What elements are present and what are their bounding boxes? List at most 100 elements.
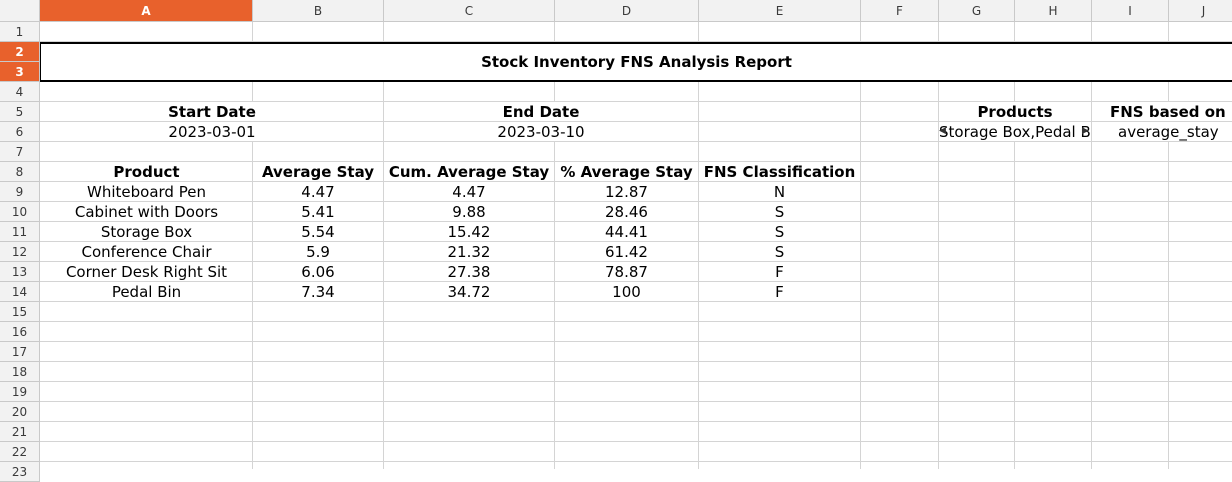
row-header[interactable]: 19 (0, 382, 40, 402)
header-fns-classification[interactable]: FNS Classification (703, 163, 856, 181)
report-title: Stock Inventory FNS Analysis Report (481, 53, 792, 71)
column-header-j[interactable]: J (1169, 0, 1232, 22)
row-header[interactable]: 6 (0, 122, 40, 142)
cell-cum-average-stay[interactable]: 4.47 (452, 183, 486, 201)
row-header[interactable]: 5 (0, 102, 40, 122)
merged-cell-fns-value (1092, 122, 1232, 141)
products-label[interactable]: Products (977, 103, 1053, 121)
column-header-e[interactable]: E (699, 0, 861, 22)
select-all-corner[interactable] (0, 0, 40, 22)
cell-product[interactable]: Cabinet with Doors (74, 203, 219, 221)
end-date-label[interactable]: End Date (502, 103, 580, 121)
header-product[interactable]: Product (113, 163, 180, 181)
report-title-cell[interactable]: Stock Inventory FNS Analysis Report (40, 42, 1232, 82)
column-header-i[interactable]: I (1092, 0, 1169, 22)
row-header[interactable]: 8 (0, 162, 40, 182)
grid-line (1168, 22, 1169, 469)
row-header[interactable]: 2 (0, 42, 40, 62)
header-pct-average-stay[interactable]: % Average Stay (560, 163, 693, 181)
cell-product[interactable]: Storage Box (100, 223, 193, 241)
cell-average-stay[interactable]: 7.34 (301, 283, 335, 301)
grid-line (252, 22, 253, 469)
cell-fns-classification[interactable]: F (775, 263, 784, 281)
column-header-c[interactable]: C (384, 0, 555, 22)
cell-product[interactable]: Pedal Bin (111, 283, 182, 301)
cell-pct-average-stay[interactable]: 61.42 (605, 243, 648, 261)
column-header-g[interactable]: G (939, 0, 1015, 22)
merged-cell-products-value (939, 122, 1091, 141)
row-header[interactable]: 23 (0, 462, 40, 482)
cell-fns-classification[interactable]: F (775, 283, 784, 301)
column-header-b[interactable]: B (253, 0, 384, 22)
grid-line (40, 361, 1232, 362)
column-header-d[interactable]: D (555, 0, 699, 22)
cell-product[interactable]: Whiteboard Pen (87, 183, 206, 201)
cell-product[interactable]: Conference Chair (81, 243, 212, 261)
cell-fns-classification[interactable]: N (773, 183, 786, 201)
cell-average-stay[interactable]: 5.54 (301, 223, 335, 241)
grid-line (860, 22, 861, 469)
cell-pct-average-stay[interactable]: 78.87 (605, 263, 648, 281)
row-header[interactable]: 7 (0, 142, 40, 162)
cell-average-stay[interactable]: 5.9 (306, 243, 330, 261)
grid-line (40, 181, 1232, 182)
grid-line (40, 141, 1232, 142)
row-header[interactable]: 11 (0, 222, 40, 242)
cell-pct-average-stay[interactable]: 44.41 (605, 223, 648, 241)
cell-cum-average-stay[interactable]: 21.32 (447, 243, 491, 261)
cell-fns-classification[interactable]: S (774, 203, 785, 221)
row-header[interactable]: 21 (0, 422, 40, 442)
row-header[interactable]: 18 (0, 362, 40, 382)
header-cum-average-stay[interactable]: Cum. Average Stay (388, 163, 550, 181)
row-header[interactable]: 3 (0, 62, 40, 82)
start-date-label[interactable]: Start Date (168, 103, 256, 121)
row-header[interactable]: 9 (0, 182, 40, 202)
grid-line (938, 22, 939, 469)
products-value[interactable]: Storage Box,Pedal B (939, 123, 1091, 141)
cell-cum-average-stay[interactable]: 9.88 (452, 203, 486, 221)
row-header[interactable]: 17 (0, 342, 40, 362)
column-header-h[interactable]: H (1015, 0, 1092, 22)
row-header[interactable]: 12 (0, 242, 40, 262)
cell-product[interactable]: Corner Desk Right Sit (65, 263, 228, 281)
grid-line (40, 281, 1232, 282)
fns-based-on-label[interactable]: FNS based on (1110, 103, 1226, 121)
merged-cell-products (939, 102, 1091, 121)
grid-line (40, 221, 1232, 222)
grid-line (40, 121, 1232, 122)
merged-cell-start-date (41, 102, 383, 121)
column-header-f[interactable]: F (861, 0, 939, 22)
grid-line (40, 381, 1232, 382)
grid-line (40, 301, 1232, 302)
column-header-a[interactable]: A (40, 0, 253, 22)
cell-average-stay[interactable]: 5.41 (301, 203, 335, 221)
cell-pct-average-stay[interactable]: 100 (612, 283, 641, 301)
start-date-value[interactable]: 2023-03-01 (168, 123, 256, 141)
row-header[interactable]: 13 (0, 262, 40, 282)
cell-pct-average-stay[interactable]: 12.87 (605, 183, 648, 201)
row-header[interactable]: 15 (0, 302, 40, 322)
end-date-value[interactable]: 2023-03-10 (497, 123, 585, 141)
row-header[interactable]: 10 (0, 202, 40, 222)
cell-average-stay[interactable]: 4.47 (301, 183, 335, 201)
fns-based-on-value[interactable]: average_stay (1118, 123, 1219, 141)
row-header[interactable]: 16 (0, 322, 40, 342)
row-header[interactable]: 1 (0, 22, 40, 42)
cell-cum-average-stay[interactable]: 34.72 (447, 283, 491, 301)
overflow-right-icon: ▶ (1082, 126, 1089, 136)
row-header[interactable]: 20 (0, 402, 40, 422)
cell-pct-average-stay[interactable]: 28.46 (605, 203, 648, 221)
cell-cum-average-stay[interactable]: 27.38 (447, 263, 491, 281)
overflow-left-icon: ◀ (939, 126, 946, 136)
grid-line (1014, 22, 1015, 469)
row-header[interactable]: 22 (0, 442, 40, 462)
cell-fns-classification[interactable]: S (774, 243, 785, 261)
row-header[interactable]: 14 (0, 282, 40, 302)
header-average-stay[interactable]: Average Stay (261, 163, 375, 181)
grid-line (40, 101, 1232, 102)
cell-fns-classification[interactable]: S (774, 223, 785, 241)
row-header[interactable]: 4 (0, 82, 40, 102)
grid-line (40, 201, 1232, 202)
cell-average-stay[interactable]: 6.06 (301, 263, 335, 281)
cell-cum-average-stay[interactable]: 15.42 (447, 223, 491, 241)
